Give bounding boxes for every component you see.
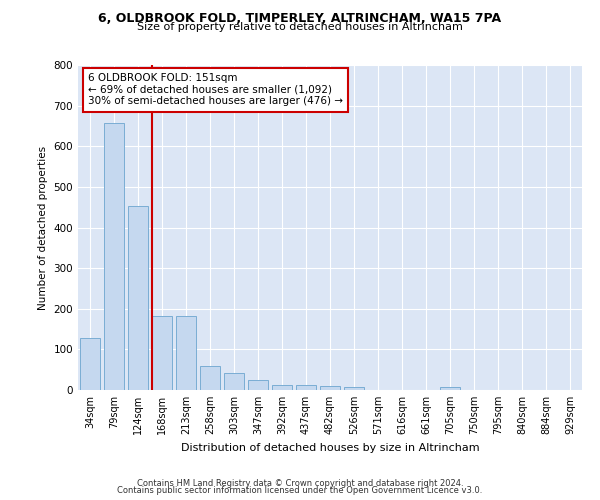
Bar: [344, 387, 364, 390]
Bar: [224, 372, 244, 390]
Bar: [296, 384, 316, 390]
Text: 6 OLDBROOK FOLD: 151sqm
← 69% of detached houses are smaller (1,092)
30% of semi: 6 OLDBROOK FOLD: 151sqm ← 69% of detache…: [88, 73, 343, 106]
Bar: [272, 385, 292, 390]
Bar: [200, 366, 220, 390]
Bar: [104, 122, 124, 390]
Text: Size of property relative to detached houses in Altrincham: Size of property relative to detached ho…: [137, 22, 463, 32]
Bar: [80, 338, 100, 390]
Y-axis label: Number of detached properties: Number of detached properties: [38, 146, 48, 310]
Bar: [320, 386, 340, 390]
Text: Contains HM Land Registry data © Crown copyright and database right 2024.: Contains HM Land Registry data © Crown c…: [137, 478, 463, 488]
Bar: [440, 387, 460, 390]
Text: Contains public sector information licensed under the Open Government Licence v3: Contains public sector information licen…: [118, 486, 482, 495]
X-axis label: Distribution of detached houses by size in Altrincham: Distribution of detached houses by size …: [181, 442, 479, 452]
Bar: [128, 206, 148, 390]
Bar: [176, 316, 196, 390]
Bar: [248, 380, 268, 390]
Bar: [152, 316, 172, 390]
Text: 6, OLDBROOK FOLD, TIMPERLEY, ALTRINCHAM, WA15 7PA: 6, OLDBROOK FOLD, TIMPERLEY, ALTRINCHAM,…: [98, 12, 502, 26]
